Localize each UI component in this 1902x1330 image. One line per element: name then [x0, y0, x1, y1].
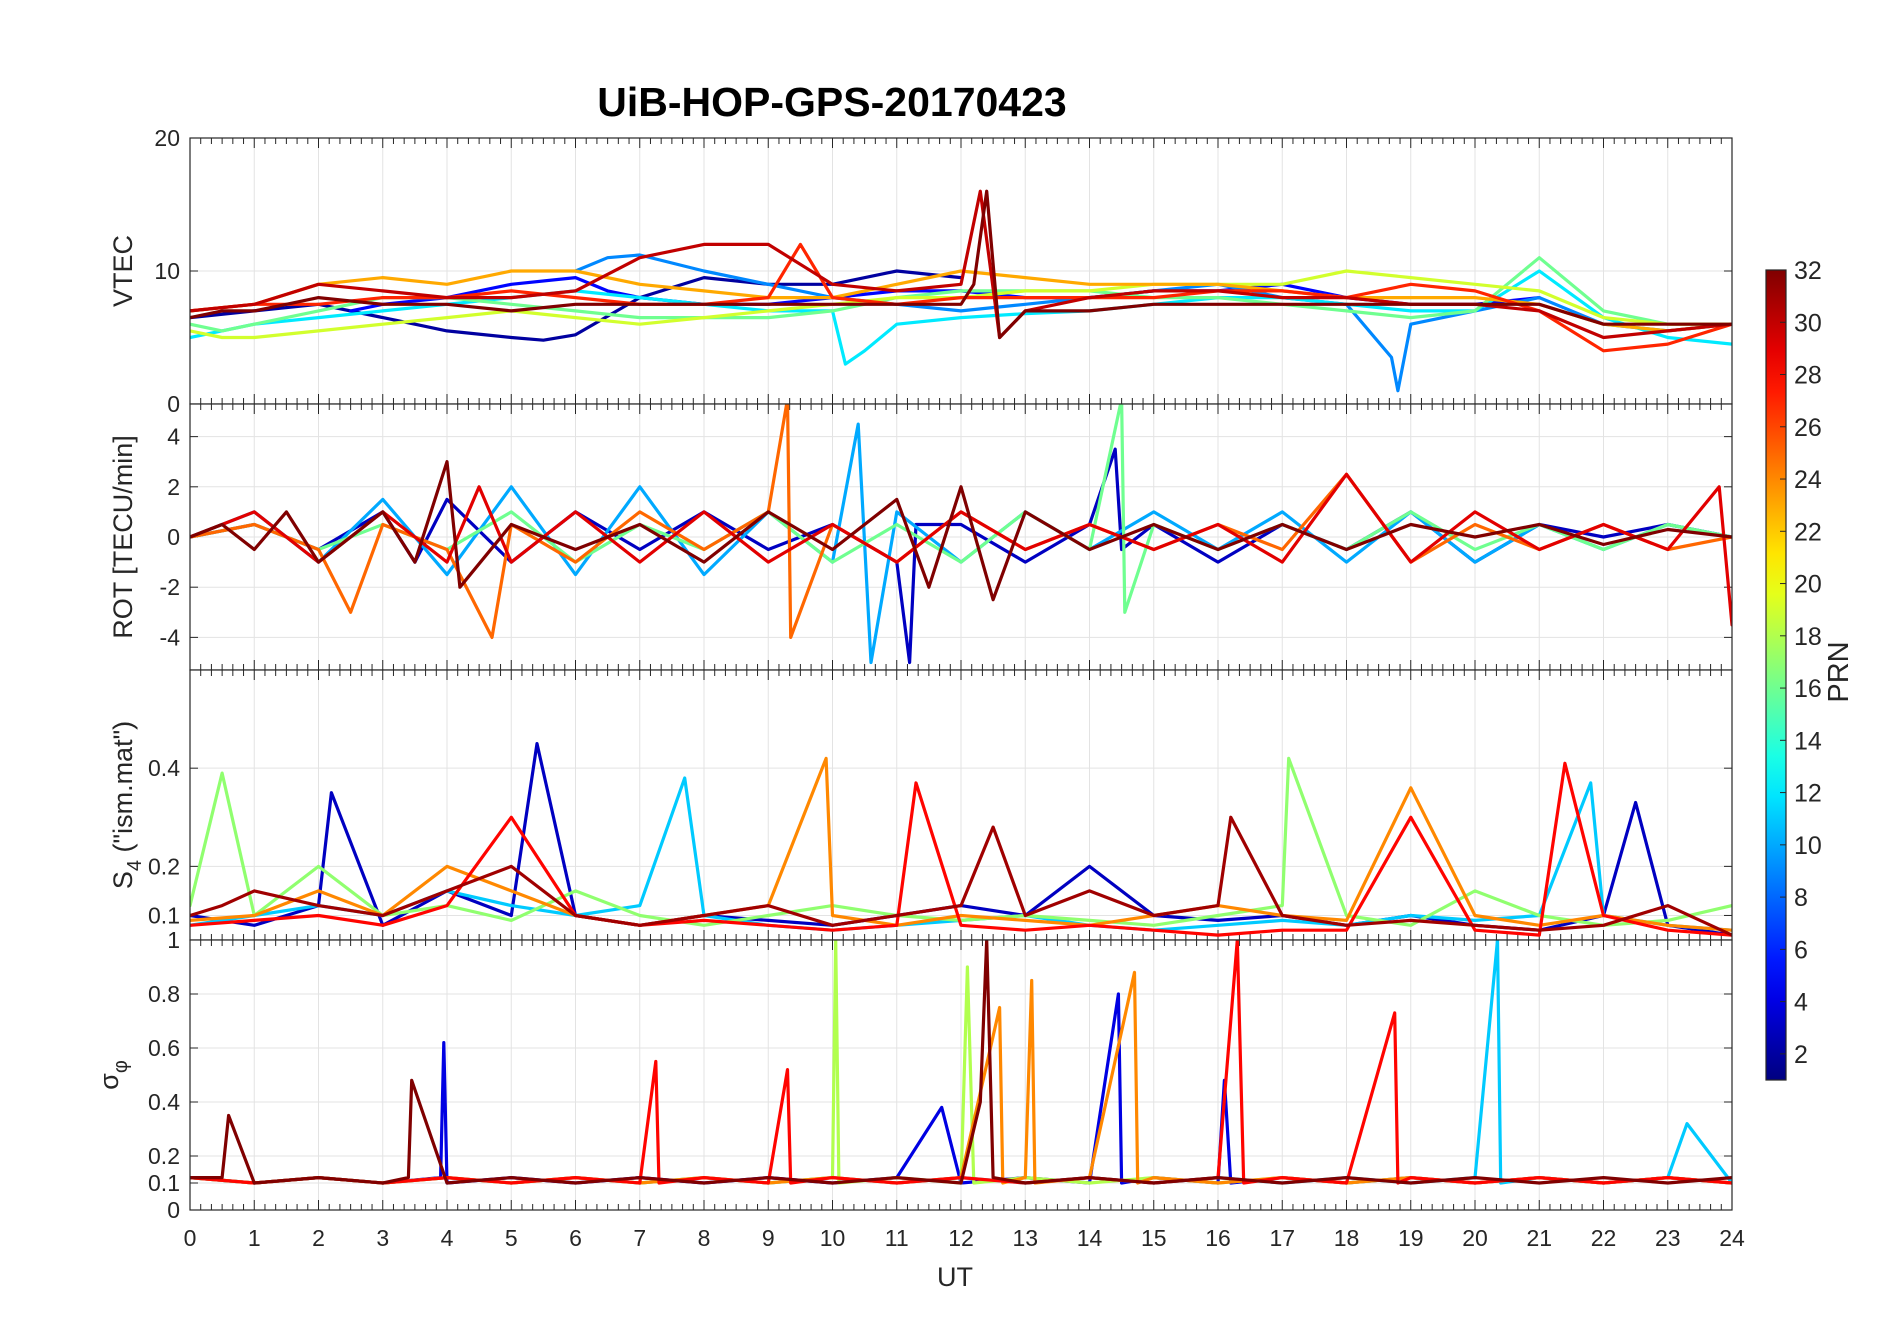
panel-vtec: 0 10 20 VTEC [108, 125, 1733, 417]
chart-title: UiB-HOP-GPS-20170423 [597, 79, 1066, 125]
panel-frame [189, 939, 1733, 1211]
colorbar-tick-label: 22 [1794, 518, 1822, 546]
y-axis-label: VTEC [108, 235, 138, 307]
series-line-prn-2 [190, 269, 963, 342]
y-tick-label: 0.6 [148, 1035, 180, 1061]
colorbar-tick-label: 24 [1794, 466, 1822, 494]
series-line-prn-23 [190, 269, 1732, 333]
series-line-prn-32 [190, 460, 1732, 602]
x-tick-label: 15 [1141, 1225, 1167, 1251]
series-group [190, 741, 1732, 937]
panel-rot: -4 -2 0 2 4 ROT [TECU/min] [108, 403, 1733, 671]
x-tick-label: 19 [1398, 1225, 1424, 1251]
series-group [190, 189, 1732, 393]
panel-sigma: 00.10.2 0.4 0.6 0.8 1 σφ [94, 927, 1733, 1223]
x-tick-label: 4 [441, 1225, 454, 1251]
x-tick-label: 7 [633, 1225, 646, 1251]
colorbar-label: PRN [1823, 641, 1855, 702]
x-axis-label: UT [937, 1262, 973, 1292]
x-tick-label: 21 [1526, 1225, 1552, 1251]
y-tick-label: 0.1 [148, 1170, 180, 1196]
colorbar: 32 30 28 26 24 22 20 18 16 14 12 10 8 6 4 2 [1765, 257, 1822, 1081]
y-axis-label: ROT [TECU/min] [108, 435, 138, 639]
x-tick-label: 17 [1269, 1225, 1295, 1251]
colorbar-tick-label: 12 [1794, 780, 1822, 808]
y-tick-label: -2 [160, 574, 180, 600]
y-axis-label-main: S [108, 871, 138, 889]
series-line-prn-19 [190, 269, 1732, 340]
series-line-prn-31 [190, 815, 1732, 937]
y-tick-label: -4 [160, 624, 181, 650]
y-tick-label: 20 [154, 125, 180, 151]
y-tick-label: 0 [167, 1197, 180, 1223]
y-tick-label: 2 [167, 474, 180, 500]
y-axis-label-sub: φ [110, 1060, 132, 1073]
series-line-prn-10 [190, 422, 1732, 665]
y-tick-label: 0.4 [148, 1089, 180, 1115]
series-line-prn-28 [190, 761, 1732, 937]
colorbar-frame [1765, 269, 1787, 1081]
x-tick-label: 22 [1591, 1225, 1617, 1251]
y-axis-label: σφ [94, 1060, 132, 1090]
colorbar-tick-label: 8 [1794, 884, 1808, 912]
colorbar-tick-label: 32 [1794, 257, 1822, 285]
colorbar-tick-label: 14 [1794, 727, 1822, 755]
x-tick-label: 10 [820, 1225, 846, 1251]
colorbar-tick-label: 4 [1794, 989, 1808, 1017]
y-tick-label: 0.1 [148, 902, 180, 928]
x-tick-label: 1 [248, 1225, 261, 1251]
colorbar-tick-label: 26 [1794, 414, 1822, 442]
colorbar-gradient [1766, 270, 1786, 1080]
x-tick-label: 12 [948, 1225, 974, 1251]
x-axis: 0 1 2 3 4 5 6 7 8 9 10 11 12 13 14 15 16 17 18 19 20 21 22 23 24 [184, 1225, 1745, 1251]
colorbar-tick-label: 2 [1794, 1041, 1808, 1069]
x-tick-label: 6 [569, 1225, 582, 1251]
y-tick-label: 1 [167, 927, 180, 953]
x-tick-label: 3 [376, 1225, 389, 1251]
x-tick-label: 23 [1655, 1225, 1681, 1251]
y-tick-label: 0.8 [148, 981, 180, 1007]
colorbar-tick-label: 28 [1794, 362, 1822, 390]
x-tick-label: 9 [762, 1225, 775, 1251]
colorbar-tick-label: 20 [1794, 571, 1822, 599]
y-axis-label-rest: ("ism.mat") [108, 721, 138, 860]
y-axis-label-main: σ [94, 1073, 124, 1090]
series-line-prn-32 [190, 940, 1732, 1185]
y-tick-label: 0.2 [148, 853, 180, 879]
x-tick-label: 18 [1334, 1225, 1360, 1251]
colorbar-tick-label: 16 [1794, 675, 1822, 703]
series-group [190, 940, 1732, 1185]
y-tick-label: 10 [154, 258, 180, 284]
y-tick-label: 0.2 [148, 1143, 180, 1169]
y-tick-label: 4 [167, 424, 180, 450]
x-tick-label: 20 [1462, 1225, 1488, 1251]
x-tick-label: 16 [1205, 1225, 1231, 1251]
series-line-prn-12 [190, 269, 1732, 366]
x-tick-label: 11 [885, 1225, 909, 1251]
y-tick-label: 0.4 [148, 755, 180, 781]
colorbar-tick-label: 10 [1794, 832, 1822, 860]
series-line-prn-32 [190, 189, 1732, 340]
x-tick-label: 2 [312, 1225, 325, 1251]
colorbar-tick-label: 30 [1794, 309, 1822, 337]
colorbar-tick-label: 6 [1794, 936, 1808, 964]
series-line-prn-24 [190, 756, 1732, 932]
x-tick-label: 14 [1077, 1225, 1103, 1251]
x-tick-label: 0 [184, 1225, 197, 1251]
x-tick-label: 24 [1719, 1225, 1745, 1251]
x-tick-label: 13 [1012, 1225, 1038, 1251]
x-tick-label: 8 [698, 1225, 711, 1251]
y-axis-label-sub: 4 [124, 860, 146, 871]
colorbar-tick-label: 18 [1794, 623, 1822, 651]
y-axis-label: S4 ("ism.mat") [108, 721, 146, 889]
series-line-prn-29 [190, 472, 1732, 627]
y-tick-label: 0 [167, 391, 180, 417]
panel-s4: 0.10.20.4S4 ("ism.mat") [108, 669, 1733, 941]
y-tick-label: 0 [167, 524, 180, 550]
x-tick-label: 5 [505, 1225, 518, 1251]
series-group [190, 404, 1732, 665]
